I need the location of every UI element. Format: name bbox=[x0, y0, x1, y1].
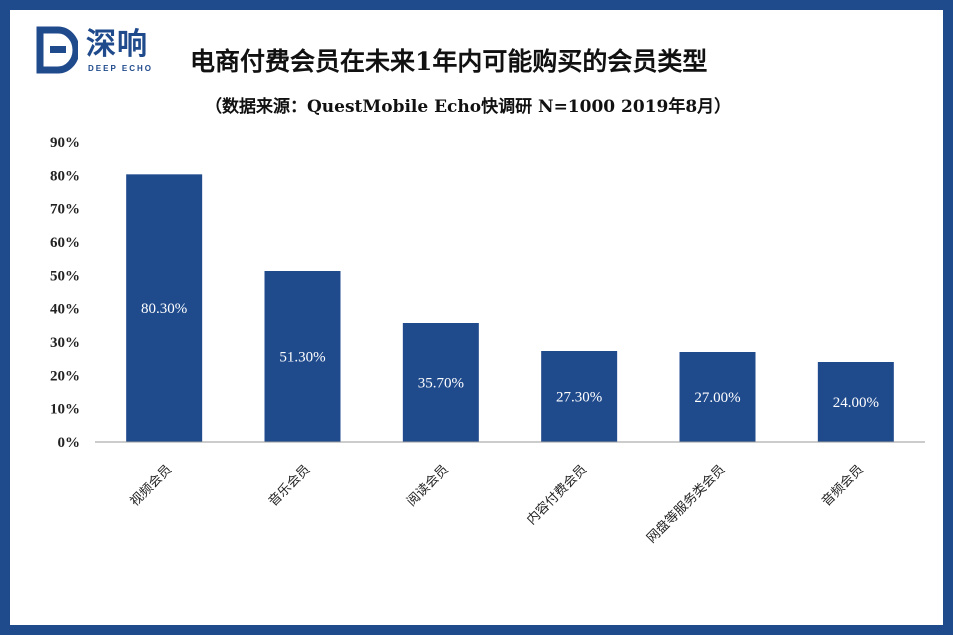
y-tick-label: 70% bbox=[50, 202, 80, 218]
x-tick-label: 音频会员 bbox=[819, 462, 867, 510]
y-axis: 0% 10% 20% 30% 40% 50% 60% 70% 80% 90% bbox=[50, 135, 80, 451]
y-tick-label: 90% bbox=[50, 135, 80, 151]
data-labels: 80.30% 51.30% 35.70% 27.30% 27.00% 24.00% bbox=[141, 301, 879, 411]
logo: 深响 DEEP ECHO bbox=[36, 26, 166, 84]
x-tick-label: 网盘等服务类会员 bbox=[643, 462, 728, 547]
chart-subtitle: （数据来源：QuestMobile Echo快调研 N=1000 2019年8月… bbox=[205, 97, 732, 117]
data-label: 27.30% bbox=[556, 390, 602, 406]
bar bbox=[402, 323, 479, 442]
x-tick-label: 音乐会员 bbox=[265, 462, 313, 510]
y-tick-label: 60% bbox=[50, 235, 80, 251]
logo-mark-icon bbox=[36, 26, 78, 74]
data-label: 24.00% bbox=[833, 395, 879, 411]
y-tick-label: 40% bbox=[50, 302, 80, 318]
y-tick-label: 80% bbox=[50, 168, 80, 184]
x-tick-label: 阅读会员 bbox=[404, 462, 451, 509]
data-label: 35.70% bbox=[418, 376, 464, 392]
logo-subtext: DEEP ECHO bbox=[88, 64, 153, 73]
data-label: 51.30% bbox=[279, 350, 325, 366]
bar bbox=[264, 271, 341, 442]
y-tick-label: 20% bbox=[50, 368, 80, 384]
logo-text: 深响 bbox=[86, 27, 148, 62]
data-label: 80.30% bbox=[141, 301, 187, 317]
bar bbox=[679, 352, 756, 442]
bar bbox=[817, 362, 894, 442]
chart-title: 电商付费会员在未来1年内可能购买的会员类型 bbox=[190, 47, 708, 76]
x-tick-label: 内容付费会员 bbox=[524, 462, 590, 528]
y-tick-label: 10% bbox=[50, 402, 80, 418]
x-tick-label: 视频会员 bbox=[128, 462, 175, 509]
bars bbox=[126, 174, 894, 443]
bar bbox=[541, 351, 618, 442]
x-axis: 视频会员 音乐会员 阅读会员 内容付费会员 网盘等服务类会员 音频会员 bbox=[95, 441, 925, 547]
y-tick-label: 50% bbox=[50, 268, 80, 284]
y-tick-label: 0% bbox=[58, 435, 81, 451]
bar bbox=[126, 174, 203, 443]
data-label: 27.00% bbox=[694, 390, 740, 406]
y-tick-label: 30% bbox=[50, 335, 80, 351]
